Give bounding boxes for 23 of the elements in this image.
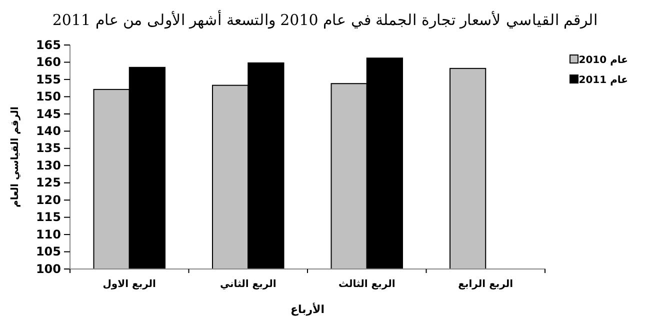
x-tick-label: الربع الرابع xyxy=(458,279,514,290)
y-tick-label: 100 xyxy=(36,262,61,276)
y-tick-label: 155 xyxy=(36,72,61,86)
x-tick-label: الربع الثاني xyxy=(220,279,276,290)
y-tick-label: 135 xyxy=(36,141,61,156)
y-tick-label: 130 xyxy=(36,158,61,172)
y-axis-title: الرقم القياسي العام xyxy=(10,106,21,208)
legend-label: عام 2010 xyxy=(578,55,628,66)
y-tick-label: 105 xyxy=(36,244,61,259)
y-tick-label: 165 xyxy=(36,38,61,52)
x-axis-title: الأرباع xyxy=(290,302,325,316)
y-tick-label: 140 xyxy=(36,124,61,138)
chart-title: الرقم القياسي لأسعار تجارة الجملة في عام 2010 والتسعة أشهر الأولى من عام 2011 xyxy=(52,10,598,29)
y-tick-label: 115 xyxy=(36,210,61,224)
y-tick-label: 110 xyxy=(36,227,61,242)
y-tick-label: 160 xyxy=(36,55,61,70)
x-tick-label: الربع الثالث xyxy=(338,279,396,290)
y-tick-label: 125 xyxy=(36,176,61,190)
y-tick-label: 120 xyxy=(36,192,61,207)
x-tick-label: الربع الاول xyxy=(102,279,156,290)
legend-label: عام 2011 xyxy=(578,75,628,86)
y-tick-label: 145 xyxy=(36,106,61,121)
y-tick-label: 150 xyxy=(36,90,61,104)
